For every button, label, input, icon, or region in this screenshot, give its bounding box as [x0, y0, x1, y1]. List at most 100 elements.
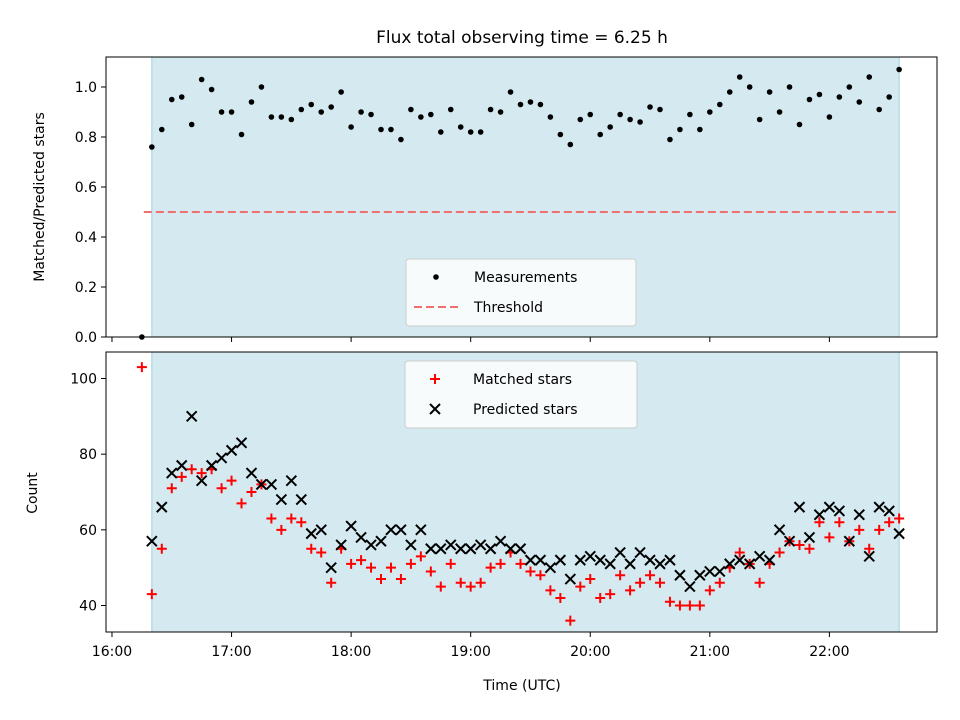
y-tick-label: 80	[79, 447, 97, 463]
predicted-stars-point	[355, 531, 367, 544]
matched-stars-point	[874, 524, 885, 535]
predicted-stars-point	[484, 543, 497, 555]
matched-stars-point	[445, 558, 456, 569]
predicted-stars-point	[624, 558, 636, 570]
matched-stars-point	[854, 524, 865, 535]
matched-stars-point	[615, 570, 626, 581]
predicted-stars-point	[185, 410, 198, 423]
x-axis-label: Time (UTC)	[482, 678, 560, 694]
predicted-stars-point	[315, 524, 327, 536]
predicted-stars-point	[504, 543, 517, 555]
matched-stars-point	[425, 566, 436, 577]
matched-stars-point	[525, 566, 536, 577]
predicted-stars-point	[295, 493, 308, 506]
legend-measurement-marker	[433, 274, 439, 280]
predicted-stars-point	[634, 546, 646, 559]
matched-stars-point	[834, 517, 845, 528]
matched-stars-point	[804, 543, 815, 554]
measurement-point	[208, 86, 215, 93]
predicted-stars-point	[474, 539, 487, 551]
matched-stars-point	[286, 513, 297, 524]
predicted-stars-point	[724, 558, 736, 570]
legend: Matched stars Predicted stars	[404, 360, 638, 429]
y-tick-label: 100	[70, 371, 97, 387]
measurement-point	[418, 114, 424, 120]
y-tick-label: 0.2	[75, 280, 97, 296]
y-tick-label: 1.0	[75, 80, 97, 96]
predicted-stars-point	[843, 535, 856, 547]
ratio-panel: 0.0 0.2 0.4 0.6 0.8 1.0 Measurements Threshold	[75, 56, 938, 346]
predicted-stars-point	[156, 501, 168, 513]
measurement-point	[836, 94, 843, 100]
predicted-stars-point	[335, 539, 347, 551]
measurement-point	[258, 84, 265, 90]
measurement-point	[507, 89, 514, 95]
predicted-stars-point	[734, 554, 746, 566]
matched-stars-point	[794, 539, 805, 550]
matched-stars-point	[366, 562, 377, 573]
measurement-point	[268, 114, 275, 120]
axes-frame	[105, 351, 938, 633]
predicted-stars-point	[883, 505, 895, 517]
matched-stars-point	[176, 471, 187, 482]
x-tick-label: 19:00	[451, 644, 491, 660]
measurement-point	[806, 96, 813, 103]
measurement-point	[667, 136, 673, 143]
measurement-point	[517, 101, 524, 108]
matched-stars-point	[296, 517, 307, 528]
predicted-stars-point	[773, 524, 786, 536]
legend-box	[404, 360, 638, 429]
predicted-stars-point	[275, 493, 288, 506]
measurement-point	[378, 126, 384, 133]
predicted-stars-point	[813, 508, 826, 521]
measurement-point	[647, 104, 653, 110]
measurement-point	[766, 89, 773, 95]
measurement-point	[178, 94, 185, 100]
matched-stars-point	[585, 574, 596, 585]
measurement-point	[428, 111, 434, 118]
measurement-point	[298, 106, 305, 113]
measurement-point	[278, 114, 285, 120]
legend-matched-marker	[430, 374, 440, 384]
predicted-stars-point	[405, 539, 417, 551]
matched-stars-point	[306, 543, 317, 554]
predicted-stars-point	[873, 501, 885, 513]
predicted-stars-point	[225, 444, 238, 457]
measurement-point	[826, 114, 833, 120]
bottom-y-axis-label: Count	[25, 472, 41, 514]
measurement-point	[437, 129, 444, 135]
matched-stars-point	[575, 581, 586, 592]
predicted-stars-point	[265, 478, 278, 491]
predicted-stars-point	[146, 535, 158, 547]
matched-stars-point	[555, 592, 566, 603]
matched-stars-point	[595, 592, 606, 603]
axes-frame	[105, 56, 938, 338]
predicted-stars-point	[863, 550, 875, 563]
measurement-point	[786, 84, 793, 90]
measurement-point	[587, 111, 594, 118]
matched-stars-point	[774, 547, 785, 558]
matched-stars-point	[196, 468, 207, 479]
y-tick-label: 60	[79, 523, 97, 539]
predicted-stars-point	[564, 573, 577, 585]
measurement-point	[726, 89, 733, 95]
matched-stars-point	[565, 615, 576, 626]
measurement-point	[308, 101, 315, 108]
measurement-point	[716, 101, 723, 108]
predicted-stars-point	[425, 543, 437, 555]
matched-stars-point	[326, 577, 337, 588]
predicted-stars-point	[743, 558, 756, 570]
predicted-stars-point	[803, 531, 816, 544]
top-y-axis-label: Matched/Predicted stars	[32, 112, 48, 282]
predicted-stars-point	[793, 501, 806, 513]
matched-stars-point	[356, 555, 367, 566]
matched-stars-point	[734, 547, 745, 558]
matched-stars-point	[684, 600, 695, 611]
measurement-point	[756, 116, 763, 123]
measurement-point	[228, 109, 235, 115]
measurement-point	[467, 129, 474, 135]
measurement-point	[886, 94, 892, 100]
matched-stars-point	[166, 483, 177, 494]
predicted-stars-point	[176, 459, 188, 472]
